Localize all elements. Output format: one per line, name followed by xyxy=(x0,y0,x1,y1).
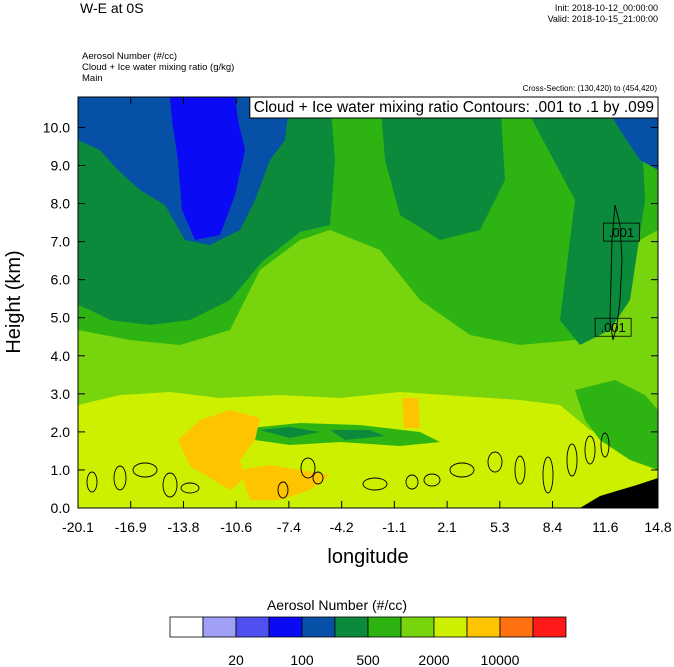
annotation-layer: Cloud + Ice water mixing ratio Contours:… xyxy=(249,96,659,119)
y-tick-label: 1.0 xyxy=(51,462,71,478)
x-tick-label: 5.3 xyxy=(490,519,510,535)
y-tick-label: 7.0 xyxy=(51,234,71,250)
colorbar-swatch xyxy=(532,616,567,638)
field-cloud-label: Cloud + Ice water mixing ratio (g/kg) xyxy=(82,62,235,73)
x-axis: -20.1 -16.9 -13.8 -10.6 -7.4 -4.2 -1.1 2.1 5.3 8.… xyxy=(62,97,672,535)
valid-time: Valid: 2018-10-15_21:00:00 xyxy=(547,14,658,24)
colorbar-label: 20 xyxy=(228,652,244,667)
y-axis-title: Height (km) xyxy=(3,250,25,353)
colorbar-swatch xyxy=(334,616,369,638)
colorbar-swatch xyxy=(367,616,402,638)
contour-annotation-box xyxy=(249,96,659,119)
x-tick-label: -1.1 xyxy=(382,519,406,535)
colorbar-swatch xyxy=(400,616,435,638)
contour-label-box xyxy=(603,222,640,242)
colorbar-swatch xyxy=(499,616,534,638)
x-tick-label: -7.4 xyxy=(277,519,301,535)
init-time: Init: 2018-10-12_00:00:00 xyxy=(554,3,658,13)
cross-section-label: Cross-Section: (130,420) to (454,420) xyxy=(522,84,657,93)
colorbar-swatch xyxy=(268,616,303,638)
x-tick-label: 2.1 xyxy=(437,519,457,535)
y-tick-label: 9.0 xyxy=(51,158,71,174)
cloud-water-contours xyxy=(86,204,623,499)
contour-label-box xyxy=(594,317,632,337)
y-tick-label: 4.0 xyxy=(51,348,71,364)
colorbar-swatch xyxy=(169,616,204,638)
field-aerosol-label: Aerosol Number (#/cc) xyxy=(82,51,178,62)
y-tick-label: 8.0 xyxy=(51,196,71,212)
contour-label: .001 xyxy=(600,320,625,335)
x-tick-label: -20.1 xyxy=(62,519,94,535)
colorbar-title: Aerosol Number (#/cc) xyxy=(266,597,408,613)
colorbar-label: 10000 xyxy=(481,652,520,667)
x-tick-label: 8.4 xyxy=(543,519,563,535)
x-tick-label: -10.6 xyxy=(220,519,252,535)
y-tick-label: 6.0 xyxy=(51,272,71,288)
colorbar-swatch xyxy=(235,616,270,638)
y-tick-label: 0.0 xyxy=(51,500,71,516)
colorbar-swatch xyxy=(433,616,468,638)
y-axis: 0.0 1.0 2.0 3.0 4.0 5.0 6.0 7.0 8.0 9.0 10.0 xyxy=(43,119,658,516)
colorbar-label: 100 xyxy=(290,652,314,667)
x-tick-label: -16.9 xyxy=(115,519,147,535)
plot-title: W-E at 0S xyxy=(80,0,144,16)
aerosol-field xyxy=(78,97,658,508)
x-tick-label: 14.8 xyxy=(644,519,671,535)
colorbar-swatch xyxy=(301,616,336,638)
colorbar-label: 2000 xyxy=(418,652,449,667)
y-tick-label: 3.0 xyxy=(51,386,71,402)
colorbar-swatch xyxy=(202,616,237,638)
contour-label: .001 xyxy=(609,225,634,240)
x-tick-label: 11.6 xyxy=(592,519,618,535)
contour-label-layer: .001 .001 xyxy=(594,222,640,337)
y-tick-label: 2.0 xyxy=(51,424,71,440)
field-main-label: Main xyxy=(82,73,103,84)
colorbar: 20 100 500 2000 10000 xyxy=(169,616,567,667)
y-tick-label: 5.0 xyxy=(51,310,71,326)
x-tick-label: -13.8 xyxy=(167,519,199,535)
colorbar-swatch xyxy=(466,616,501,638)
y-tick-label: 10.0 xyxy=(43,119,70,135)
contour-annotation: Cloud + Ice water mixing ratio Contours:… xyxy=(254,99,654,116)
x-tick-label: -4.2 xyxy=(330,519,354,535)
colorbar-label: 500 xyxy=(356,652,380,667)
x-axis-title: longitude xyxy=(327,546,408,568)
